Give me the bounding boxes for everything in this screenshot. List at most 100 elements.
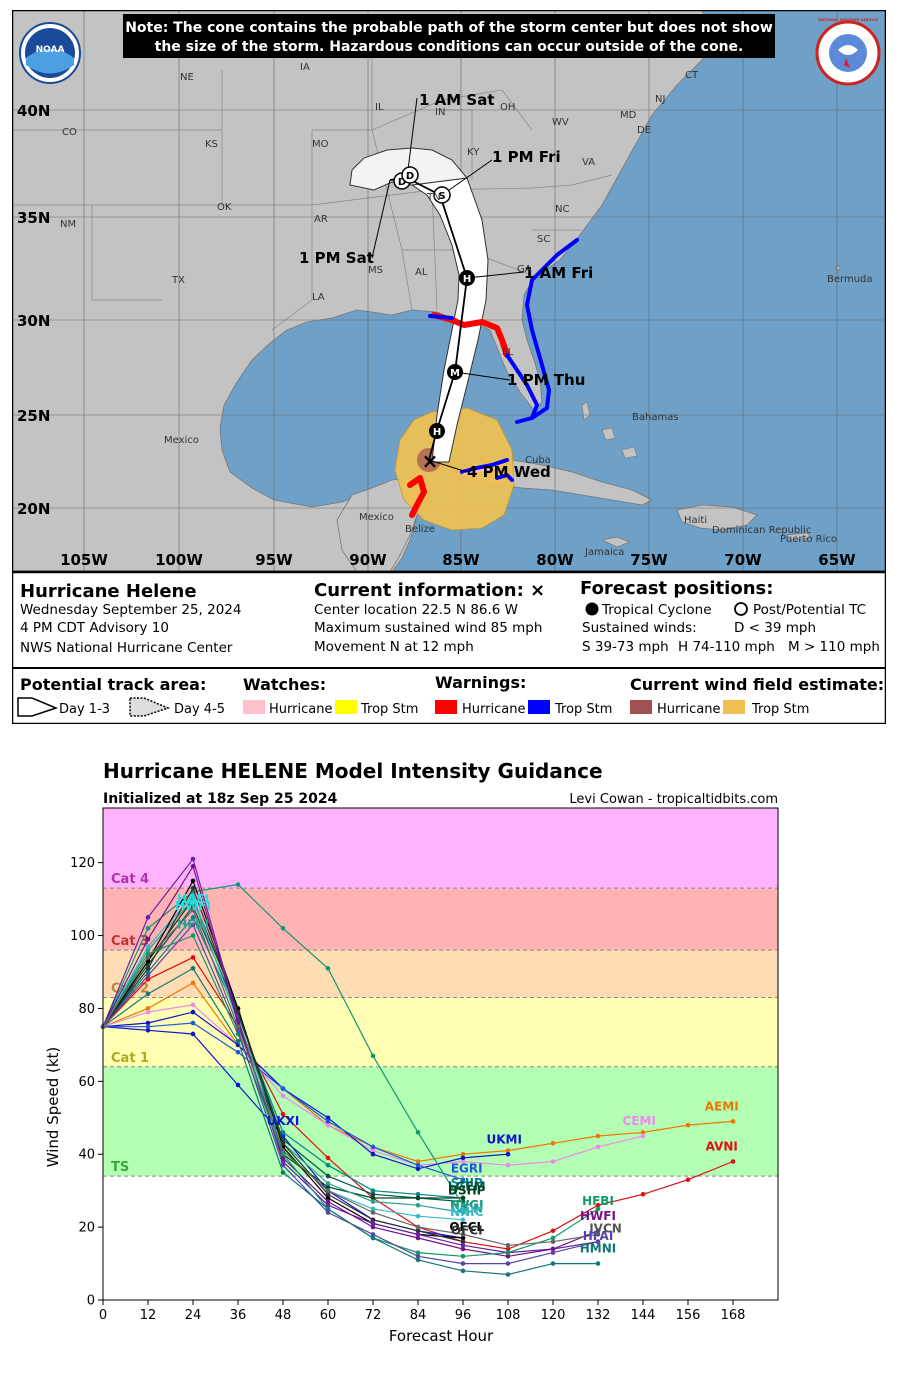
marker-d-1-label: D [398, 177, 406, 188]
data-point [325, 1206, 331, 1212]
region-ct: CT [685, 70, 699, 81]
data-point [280, 1140, 286, 1146]
forecast-time-labels: 1 AM Sat 1 PM Fri 1 PM Sat 1 AM Fri 1 PM… [299, 91, 593, 481]
land-hispaniola [676, 504, 758, 531]
region-nc: NC [555, 204, 569, 215]
label-4pm-wed: 4 PM Wed [467, 463, 551, 481]
data-point [370, 1217, 376, 1223]
y-axis-label: Wind Speed (kt) [44, 1047, 62, 1168]
data-point [505, 1250, 511, 1255]
data-point [595, 1133, 601, 1139]
region-va: VA [582, 157, 595, 168]
data-point [460, 1261, 466, 1266]
data-point [190, 915, 196, 920]
data-point [190, 864, 196, 869]
data-point [325, 1210, 331, 1215]
lon-105w: 105W [60, 551, 108, 569]
x-tick-label: 48 [275, 1308, 292, 1323]
band-ts [103, 1066, 778, 1177]
lon-100w: 100W [155, 551, 203, 569]
post-tc-label: Post/Potential TC [753, 602, 866, 618]
plot-frame [102, 807, 779, 1301]
data-point [190, 878, 196, 884]
series-line-hwfi [102, 864, 599, 1257]
storm-movement: Movement N at 12 mph [314, 639, 474, 655]
x-tick-label: 12 [140, 1308, 157, 1323]
hurricane-warning-fl [431, 312, 510, 358]
lat-30n: 30N [17, 312, 50, 330]
hurricane-warning-yucatan [407, 475, 427, 518]
marker-s [433, 186, 451, 204]
region-de: DE [637, 125, 651, 136]
forecast-map: H M H S D D × 1 AM Sat 1 PM Fri 1 PM Sat… [10, 8, 888, 574]
watch-ts-swatch [335, 700, 357, 714]
data-point [280, 1170, 286, 1175]
data-point [325, 1162, 331, 1168]
nws-logo-text: NATIONAL WEATHER SERVICE [818, 18, 878, 22]
track-area-title: Potential track area: [20, 675, 206, 694]
warn-hurricane-swatch [435, 700, 457, 714]
wind-hurricane-swatch [630, 700, 652, 714]
data-point [370, 1151, 376, 1157]
region-labels: NE IA IL IN OH CO KS MO KY WV VA NM OK A… [60, 62, 873, 558]
storm-name: Hurricane Helene [20, 581, 197, 602]
data-point [235, 882, 241, 887]
data-point [325, 966, 331, 971]
data-point [190, 856, 196, 862]
tropical-cyclone-label: Tropical Cyclone [601, 602, 712, 618]
land-jamaica [600, 536, 632, 548]
data-point [370, 1195, 376, 1201]
data-point [415, 1202, 421, 1208]
region-mo: MO [312, 139, 329, 150]
wind-field-title: Current wind field estimate: [630, 675, 884, 694]
data-point [280, 1162, 286, 1168]
region-ia: IA [300, 62, 310, 73]
data-point [325, 1173, 331, 1179]
data-point [640, 1133, 646, 1139]
data-point [460, 1246, 466, 1252]
data-point [235, 1038, 241, 1044]
marker-s-label: S [438, 191, 445, 202]
cone-note: Note: The cone contains the probable pat… [123, 14, 775, 58]
region-nj: NJ [655, 94, 665, 105]
land-yucatan [336, 477, 425, 573]
data-point [280, 1093, 286, 1099]
marker-h-1 [429, 423, 445, 439]
data-point [505, 1246, 511, 1252]
warn-hurricane-label: Hurricane [462, 702, 525, 717]
data-point [370, 1199, 376, 1204]
tropical-cyclone-icon [585, 602, 599, 616]
region-dominican-republic: Dominican Republic [712, 525, 811, 536]
data-point [460, 1253, 466, 1259]
data-point [145, 1028, 151, 1033]
region-tn: TN [426, 192, 441, 203]
label-1pm-fri: 1 PM Fri [492, 148, 561, 166]
data-point [145, 944, 151, 949]
data-point [280, 1155, 286, 1161]
data-point [145, 915, 151, 920]
data-point [460, 1232, 466, 1237]
x-tick-label: 132 [586, 1308, 611, 1323]
y-tick-label: 60 [78, 1075, 95, 1090]
x-tick-label: 120 [541, 1308, 566, 1323]
x-tick-label: 168 [721, 1308, 746, 1323]
lon-85w: 85W [442, 551, 480, 569]
data-point [640, 1130, 646, 1135]
max-sustained-wind: Maximum sustained wind 85 mph [314, 620, 542, 636]
x-tick-label: 96 [455, 1308, 472, 1323]
data-point [595, 1232, 601, 1237]
m-range: M > 110 mph [788, 639, 880, 655]
noaa-logo: NOAA [19, 22, 81, 84]
region-bahamas: Bahamas [632, 412, 679, 423]
data-point [280, 1151, 286, 1157]
watch-hurricane-swatch [243, 700, 265, 714]
data-point [325, 1122, 331, 1128]
data-point [325, 1155, 331, 1161]
region-fl: FL [502, 347, 514, 358]
region-ms: MS [368, 265, 383, 276]
data-point [145, 1020, 151, 1026]
model-series [100, 856, 736, 1277]
day13-icon [17, 697, 59, 717]
label-1am-fri: 1 AM Fri [524, 264, 593, 282]
data-point [460, 1195, 466, 1201]
